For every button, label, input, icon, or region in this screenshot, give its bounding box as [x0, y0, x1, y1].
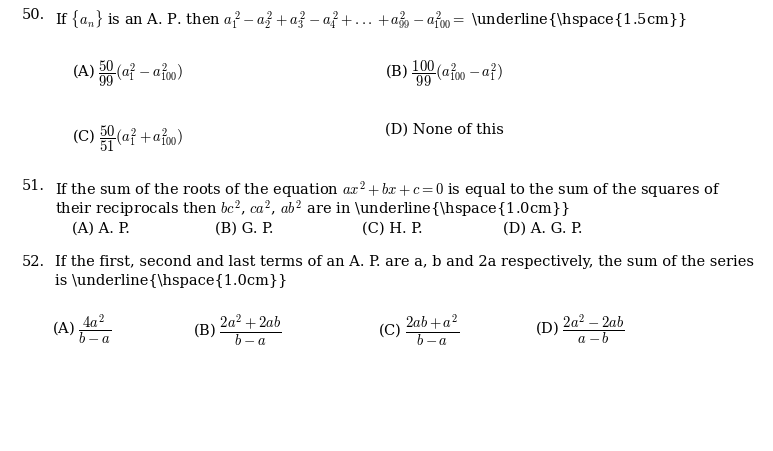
Text: 50.: 50.: [22, 8, 46, 22]
Text: If $\{a_n\}$ is an A. P. then $a_1^{\,2} - a_2^{\,2} + a_3^{\,2} - a_4^{\,2} + .: If $\{a_n\}$ is an A. P. then $a_1^{\,2}…: [55, 8, 687, 31]
Text: (C) $\dfrac{50}{51}\left(a_1^2 + a_{100}^2\right)$: (C) $\dfrac{50}{51}\left(a_1^2 + a_{100}…: [72, 123, 183, 153]
Text: is \underline{\hspace{1.0cm}}: is \underline{\hspace{1.0cm}}: [55, 274, 288, 288]
Text: (D) A. G. P.: (D) A. G. P.: [503, 222, 583, 236]
Text: (B) G. P.: (B) G. P.: [215, 222, 274, 236]
Text: (C) $\dfrac{2ab+a^2}{b-a}$: (C) $\dfrac{2ab+a^2}{b-a}$: [378, 313, 460, 349]
Text: (B) $\dfrac{2a^2+2ab}{b-a}$: (B) $\dfrac{2a^2+2ab}{b-a}$: [193, 313, 281, 349]
Text: (A) $\dfrac{4a^2}{b-a}$: (A) $\dfrac{4a^2}{b-a}$: [52, 313, 111, 346]
Text: (A) $\dfrac{50}{99}\left(a_1^2 - a_{100}^2\right)$: (A) $\dfrac{50}{99}\left(a_1^2 - a_{100}…: [72, 58, 183, 88]
Text: (C) H. P.: (C) H. P.: [362, 222, 423, 236]
Text: 52.: 52.: [22, 255, 45, 269]
Text: If the first, second and last terms of an A. P. are a, b and 2a respectively, th: If the first, second and last terms of a…: [55, 255, 754, 269]
Text: (A) A. P.: (A) A. P.: [72, 222, 130, 236]
Text: (B) $\dfrac{100}{99}\left(a_{100}^2 - a_1^2\right)$: (B) $\dfrac{100}{99}\left(a_{100}^2 - a_…: [385, 58, 503, 88]
Text: (D) $\dfrac{2a^2-2ab}{a-b}$: (D) $\dfrac{2a^2-2ab}{a-b}$: [535, 313, 625, 346]
Text: 51.: 51.: [22, 179, 45, 193]
Text: their reciprocals then $bc^2$, $ca^2$, $ab^2$ are in \underline{\hspace{1.0cm}}: their reciprocals then $bc^2$, $ca^2$, $…: [55, 198, 570, 219]
Text: If the sum of the roots of the equation $ax^2 + bx + c = 0$ is equal to the sum : If the sum of the roots of the equation …: [55, 179, 720, 200]
Text: (D) None of this: (D) None of this: [385, 123, 504, 137]
